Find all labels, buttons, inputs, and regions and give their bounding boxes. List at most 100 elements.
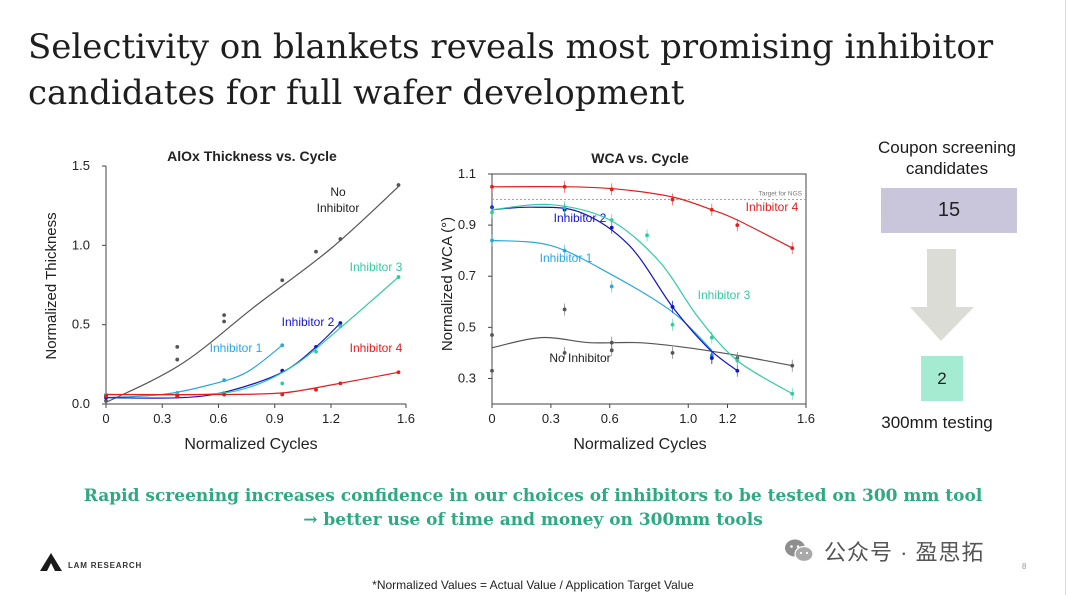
y-tick-label: 0.3	[458, 370, 476, 385]
x-tick-label: 0.9	[266, 411, 284, 426]
data-point	[709, 356, 714, 360]
x-tick-label: 1.2	[718, 411, 736, 426]
data-point	[490, 333, 494, 337]
series-line	[491, 206, 738, 372]
lam-research-logo: LAM RESEARCH	[40, 553, 142, 571]
data-point	[490, 238, 494, 243]
x-tick-label: 0	[488, 411, 495, 426]
y-tick-label: 0.0	[72, 396, 90, 411]
data-point	[338, 381, 343, 386]
data-point	[280, 343, 285, 348]
data-point	[562, 205, 567, 210]
data-point	[490, 368, 494, 373]
wca-chart: WCA vs. Cycle Normalized Cycles Normaliz…	[439, 150, 815, 453]
data-point	[609, 284, 614, 289]
data-point	[175, 394, 180, 398]
x-tick-label: 0.6	[601, 411, 619, 426]
series-label: Inhibitor 4	[746, 200, 799, 214]
data-point	[314, 249, 318, 254]
series-line	[105, 344, 283, 399]
data-point	[338, 324, 343, 329]
x-tick-label: 0.6	[209, 411, 227, 426]
x-tick-label: 0.3	[542, 411, 560, 426]
message-line-2: → better use of time and money on 300mm …	[303, 510, 763, 530]
data-point	[314, 387, 318, 392]
data-point	[609, 187, 614, 192]
data-point	[709, 335, 714, 340]
x-tick-label: 1.0	[679, 411, 697, 426]
reference-line-label: Target for NGS	[759, 191, 803, 198]
y-tick-label: 0.5	[458, 319, 476, 334]
series-line	[105, 322, 341, 399]
chart-title: AlOx Thickness vs. Cycle	[167, 148, 337, 164]
data-point	[396, 275, 401, 279]
series-line	[491, 239, 713, 351]
x-axis-label: Normalized Cycles	[573, 436, 706, 453]
data-point	[104, 398, 108, 403]
data-point	[670, 304, 675, 309]
y-tick-label: 1.1	[458, 166, 476, 181]
data-point	[735, 358, 740, 363]
candidates-count: 15	[937, 199, 961, 221]
candidates-count-box: 15	[881, 188, 1017, 233]
y-axis-label: Normalized Thickness	[43, 212, 60, 359]
data-point	[609, 340, 614, 345]
data-point	[735, 368, 740, 373]
data-point	[790, 246, 795, 251]
data-point	[104, 394, 108, 398]
lam-logo-icon	[40, 553, 62, 571]
alox-thickness-chart: AlOx Thickness vs. Cycle Normalized Cycl…	[43, 148, 415, 453]
logo-text: LAM RESEARCH	[68, 560, 143, 570]
series-label: Inhibitor	[317, 201, 360, 215]
page-number: 8	[1022, 562, 1027, 571]
series-line	[105, 371, 399, 396]
testing-count-box: 2	[921, 356, 963, 401]
data-point	[609, 348, 614, 353]
down-arrow-icon	[910, 249, 974, 341]
series-label: Inhibitor 1	[210, 341, 263, 355]
data-point	[735, 223, 740, 228]
slide-title: Selectivity on blankets reveals most pro…	[28, 27, 994, 113]
data-point	[645, 233, 649, 238]
chart-title: WCA vs. Cycle	[591, 150, 689, 166]
data-point	[280, 381, 285, 386]
data-point	[338, 237, 343, 241]
series-label: Inhibitor 2	[554, 211, 607, 225]
data-point	[490, 184, 494, 189]
data-point	[709, 207, 714, 212]
coupon-screening-label: Coupon screening candidates	[878, 138, 1016, 178]
y-tick-label: 0.9	[458, 217, 476, 232]
x-tick-label: 0	[102, 411, 109, 426]
data-point	[790, 363, 795, 368]
wechat-icon	[785, 539, 814, 563]
data-point	[670, 197, 675, 202]
data-point	[562, 307, 567, 312]
data-point	[490, 210, 494, 215]
series-line	[105, 186, 399, 403]
y-tick-label: 1.5	[72, 158, 90, 173]
y-tick-label: 0.7	[458, 268, 476, 283]
series-label: Inhibitor 1	[540, 251, 593, 265]
x-tick-label: 1.6	[797, 411, 815, 426]
x-tick-label: 1.6	[397, 411, 415, 426]
data-point	[280, 392, 285, 397]
data-point	[222, 378, 227, 383]
data-point	[280, 278, 285, 283]
data-point	[609, 218, 614, 222]
plot-frame	[491, 173, 807, 405]
x-tick-label: 1.2	[322, 411, 340, 426]
data-point	[175, 344, 180, 349]
data-point	[562, 350, 567, 355]
series-line	[491, 336, 793, 367]
data-point	[790, 391, 795, 396]
x-tick-label: 0.3	[153, 411, 171, 426]
data-point	[609, 225, 614, 230]
y-tick-label: 0.5	[72, 317, 90, 332]
testing-count: 2	[937, 368, 947, 388]
data-point	[222, 392, 227, 397]
series-label: Inhibitor 4	[350, 341, 403, 355]
series-line	[491, 186, 793, 249]
y-axis-label: Normalized WCA (°)	[439, 217, 456, 351]
series-label: Inhibitor 3	[698, 288, 751, 302]
data-point	[396, 370, 401, 375]
